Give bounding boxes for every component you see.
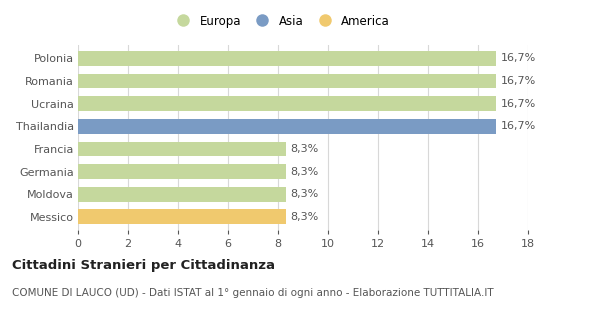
Bar <box>78 187 286 202</box>
Text: 8,3%: 8,3% <box>290 166 319 177</box>
Text: COMUNE DI LAUCO (UD) - Dati ISTAT al 1° gennaio di ogni anno - Elaborazione TUTT: COMUNE DI LAUCO (UD) - Dati ISTAT al 1° … <box>12 288 494 298</box>
Text: 8,3%: 8,3% <box>290 212 319 222</box>
Text: Cittadini Stranieri per Cittadinanza: Cittadini Stranieri per Cittadinanza <box>12 259 275 272</box>
Bar <box>78 51 496 66</box>
Text: 16,7%: 16,7% <box>500 76 536 86</box>
Bar <box>78 164 286 179</box>
Text: 8,3%: 8,3% <box>290 144 319 154</box>
Text: 8,3%: 8,3% <box>290 189 319 199</box>
Text: 16,7%: 16,7% <box>500 121 536 131</box>
Legend: Europa, Asia, America: Europa, Asia, America <box>166 10 395 32</box>
Bar <box>78 210 286 224</box>
Bar <box>78 74 496 88</box>
Bar <box>78 141 286 156</box>
Text: 16,7%: 16,7% <box>500 99 536 109</box>
Bar <box>78 119 496 134</box>
Bar <box>78 96 496 111</box>
Text: 16,7%: 16,7% <box>500 53 536 63</box>
